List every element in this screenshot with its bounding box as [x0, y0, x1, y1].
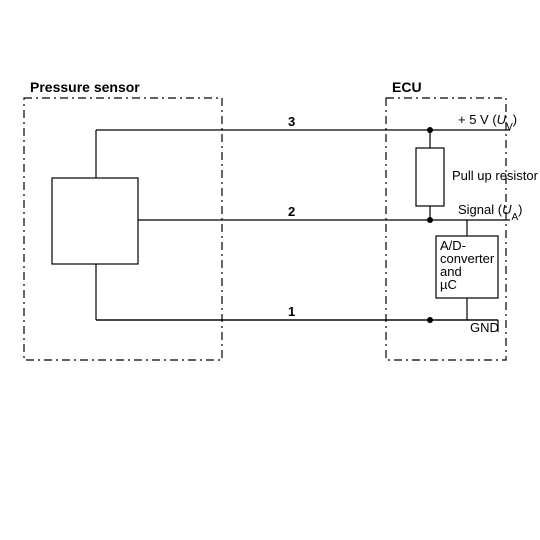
node-gnd: [427, 317, 433, 323]
ecu-title: ECU: [392, 79, 422, 95]
pull-up-resistor-label: Pull up resistor: [452, 168, 539, 183]
node-signal: [427, 217, 433, 223]
pressure-sensor-title: Pressure sensor: [30, 79, 140, 95]
wire-2-label: 2: [288, 204, 295, 219]
wire-1-label: 1: [288, 304, 295, 319]
adc-text-line: µC: [440, 277, 457, 292]
pull-up-resistor: [416, 148, 444, 206]
sensor-element: [52, 178, 138, 264]
node-5v: [427, 127, 433, 133]
pressure-sensor-box: [24, 98, 222, 360]
wire-3-label: 3: [288, 114, 295, 129]
label-gnd: GND: [470, 320, 499, 335]
circuit-diagram: Pressure sensorECU321Pull up resistorA/D…: [0, 0, 540, 540]
